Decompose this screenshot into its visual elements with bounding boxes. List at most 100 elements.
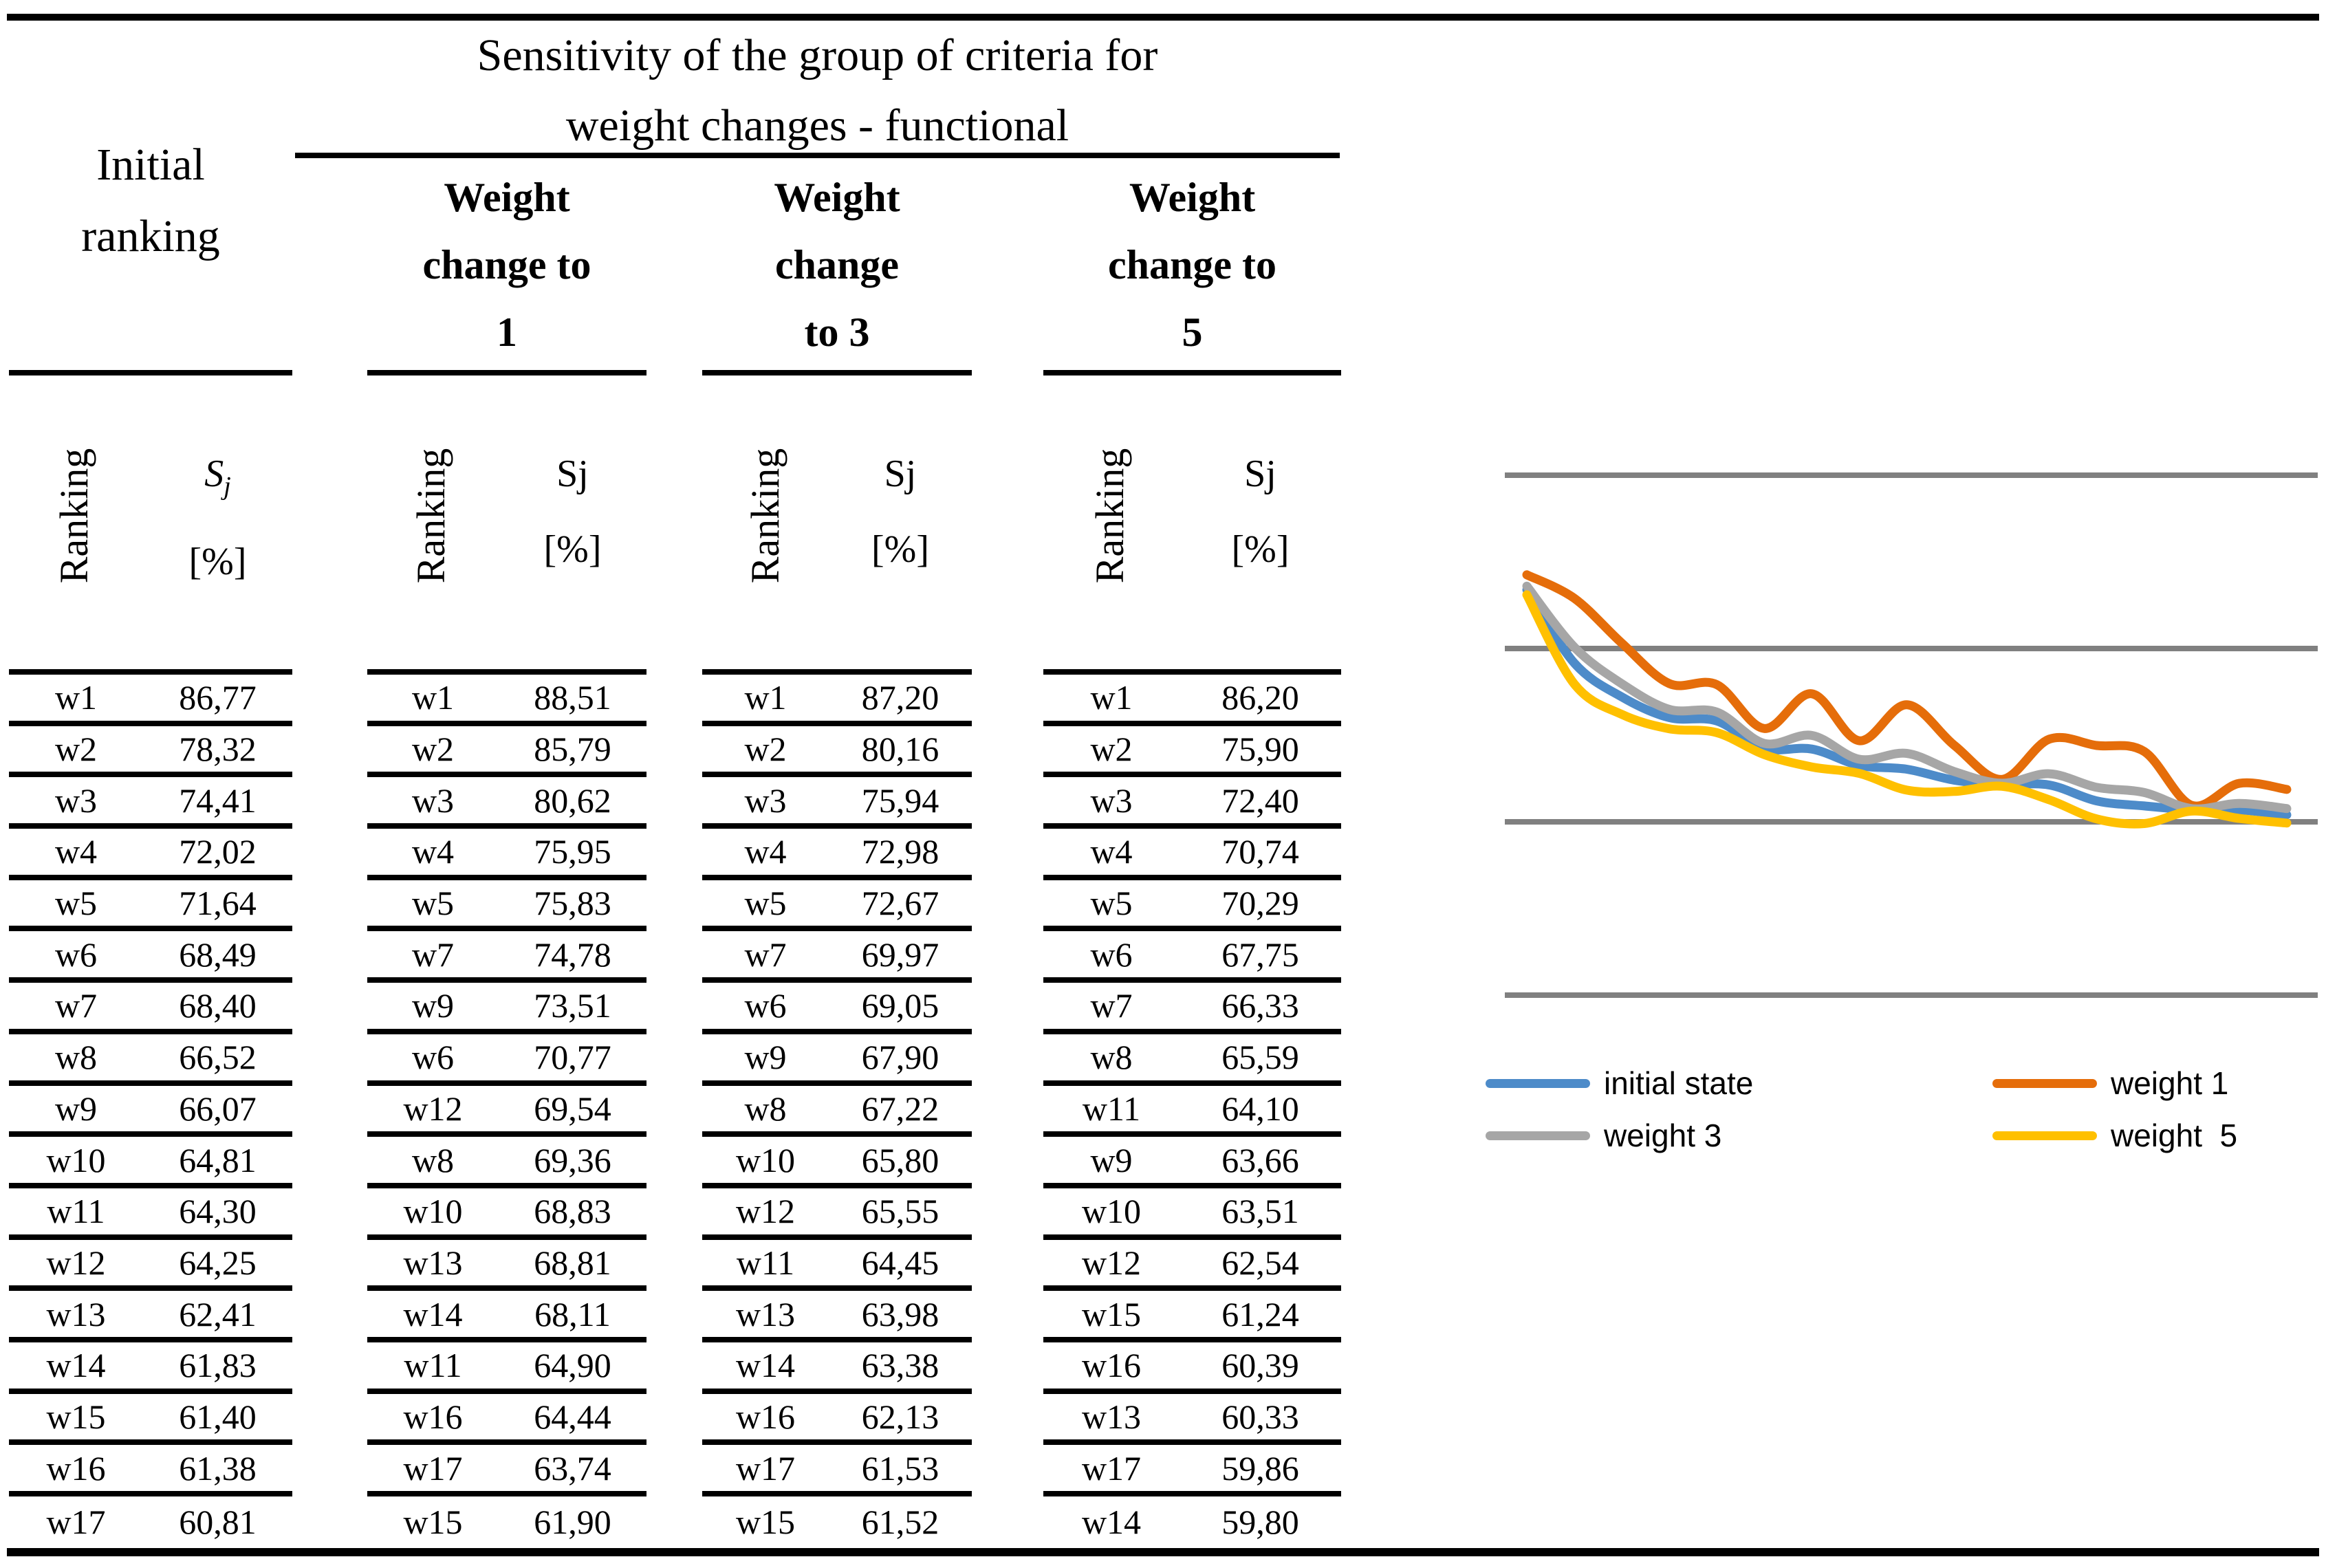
sj-unit: [%] xyxy=(188,541,247,584)
weight-5-rows: w1 86,20 w2 75,90 w3 72,40 w4 70,74 w5 7… xyxy=(1043,669,1341,1548)
rank-cell: w12 xyxy=(735,1192,796,1231)
sj-value-cell: 67,90 xyxy=(861,1038,939,1077)
table-row: w12 64,25 xyxy=(9,1240,292,1292)
rank-cell: w2 xyxy=(54,730,98,769)
initial-header-line-1: Initial xyxy=(96,140,205,190)
rank-cell: w13 xyxy=(46,1294,106,1333)
chart-legend: initial state weight 1 weight 3 weight 5 xyxy=(1486,1065,2311,1154)
rank-cell: w11 xyxy=(1082,1089,1141,1128)
sj-value-cell: 68,40 xyxy=(179,986,257,1025)
rank-cell: w3 xyxy=(744,781,787,820)
rank-cell: w10 xyxy=(46,1140,106,1179)
table-row: w11 64,45 xyxy=(702,1240,972,1292)
sj-value-cell: 75,83 xyxy=(534,884,611,923)
subheader-rule-w5 xyxy=(1043,370,1341,375)
legend-item-weight-5: weight 5 xyxy=(1992,1117,2311,1154)
sj-value-cell: 87,20 xyxy=(861,678,939,717)
sj-value-cell: 86,77 xyxy=(179,678,257,717)
sj-value-cell: 64,10 xyxy=(1221,1089,1299,1128)
table-row: w11 64,10 xyxy=(1043,1086,1341,1137)
table-row: w16 60,39 xyxy=(1043,1342,1341,1394)
group3-header-line: change to xyxy=(1108,242,1276,287)
sj-column-header: Sj [%] xyxy=(143,436,292,600)
table-row: w6 70,77 xyxy=(367,1034,646,1086)
sj-value-cell: 85,79 xyxy=(534,730,611,769)
sensitivity-line-chart xyxy=(1505,472,2318,998)
weight-3-rows: w1 87,20 w2 80,16 w3 75,94 w4 72,98 w5 7… xyxy=(702,669,972,1548)
legend-item-initial-state: initial state xyxy=(1486,1065,1992,1102)
rank-cell: w5 xyxy=(1090,884,1133,923)
table-spanning-title: Sensitivity of the group of criteria for… xyxy=(295,21,1340,161)
sj-value-cell: 59,86 xyxy=(1221,1448,1299,1488)
group3-header-line: Weight xyxy=(1129,175,1256,220)
table-row: w5 70,29 xyxy=(1043,880,1341,932)
table-row: w3 75,94 xyxy=(702,777,972,829)
sj-value-cell: 67,75 xyxy=(1221,935,1299,974)
rank-cell: w8 xyxy=(1090,1038,1133,1077)
sj-symbol: Sj xyxy=(143,436,292,524)
sj-value-cell: 66,33 xyxy=(1221,986,1299,1025)
table-row: w15 61,52 xyxy=(702,1496,972,1548)
rank-cell: w14 xyxy=(735,1346,796,1385)
group2-header-line: to 3 xyxy=(804,309,870,355)
rank-cell: w8 xyxy=(411,1140,455,1179)
table-row: w7 66,33 xyxy=(1043,983,1341,1034)
ranking-rotated-label: Ranking xyxy=(743,448,787,584)
sj-value-cell: 80,62 xyxy=(534,781,611,820)
rank-cell: w1 xyxy=(54,678,98,717)
rank-cell: w3 xyxy=(1090,781,1133,820)
ranking-rotated-label: Ranking xyxy=(52,448,96,584)
sj-value-cell: 60,39 xyxy=(1221,1346,1299,1385)
group1-header-line: Weight xyxy=(444,175,570,220)
spanner-underline xyxy=(295,153,1340,158)
rank-cell: w15 xyxy=(403,1503,463,1542)
sj-value-cell: 78,32 xyxy=(179,730,257,769)
table-row: w2 85,79 xyxy=(367,726,646,778)
sj-value-cell: 62,54 xyxy=(1221,1243,1299,1282)
sj-value-cell: 66,52 xyxy=(179,1038,257,1077)
table-row: w9 67,90 xyxy=(702,1034,972,1086)
sj-column-header: Sj [%] xyxy=(499,436,646,587)
table-row: w7 68,40 xyxy=(9,983,292,1034)
sj-value-cell: 61,24 xyxy=(1221,1294,1299,1333)
rank-cell: w17 xyxy=(735,1448,796,1488)
table-row: w3 74,41 xyxy=(9,777,292,829)
table-row: w16 64,44 xyxy=(367,1394,646,1446)
sj-value-cell: 64,30 xyxy=(179,1192,257,1231)
rank-cell: w16 xyxy=(1081,1346,1142,1385)
sj-symbol: Sj xyxy=(556,453,589,495)
rank-cell: w6 xyxy=(1090,935,1133,974)
sj-value-cell: 61,38 xyxy=(179,1448,257,1488)
title-line-2: weight changes - functional xyxy=(565,100,1069,151)
group-header-weight-5: Weight change to 5 xyxy=(1043,164,1341,366)
rank-cell: w17 xyxy=(403,1448,463,1488)
sj-value-cell: 86,20 xyxy=(1221,678,1299,717)
sj-value-cell: 60,33 xyxy=(1221,1397,1299,1436)
table-row: w17 63,74 xyxy=(367,1445,646,1496)
rank-cell: w9 xyxy=(54,1089,98,1128)
sj-value-cell: 68,81 xyxy=(534,1243,611,1282)
table-row: w15 61,90 xyxy=(367,1496,646,1548)
table-row: w2 78,32 xyxy=(9,726,292,778)
sj-value-cell: 64,44 xyxy=(534,1397,611,1436)
subheader-rule-initial xyxy=(9,370,292,375)
sj-value-cell: 75,94 xyxy=(861,781,939,820)
sj-value-cell: 70,77 xyxy=(534,1038,611,1077)
table-row: w4 75,95 xyxy=(367,829,646,880)
table-row: w9 66,07 xyxy=(9,1086,292,1137)
sj-value-cell: 64,25 xyxy=(179,1243,257,1282)
sj-letter: S xyxy=(204,453,224,495)
rank-cell: w6 xyxy=(411,1038,455,1077)
rank-cell: w1 xyxy=(411,678,455,717)
sj-unit: [%] xyxy=(1231,528,1290,571)
sj-value-cell: 65,80 xyxy=(861,1140,939,1179)
subheader-rule-w1 xyxy=(367,370,646,375)
table-row: w17 60,81 xyxy=(9,1496,292,1548)
group1-header-line: 1 xyxy=(497,309,517,355)
sj-value-cell: 68,11 xyxy=(534,1294,611,1333)
rank-cell: w5 xyxy=(54,884,98,923)
table-row: w14 61,83 xyxy=(9,1342,292,1394)
sj-value-cell: 74,41 xyxy=(179,781,257,820)
table-row: w15 61,40 xyxy=(9,1394,292,1446)
